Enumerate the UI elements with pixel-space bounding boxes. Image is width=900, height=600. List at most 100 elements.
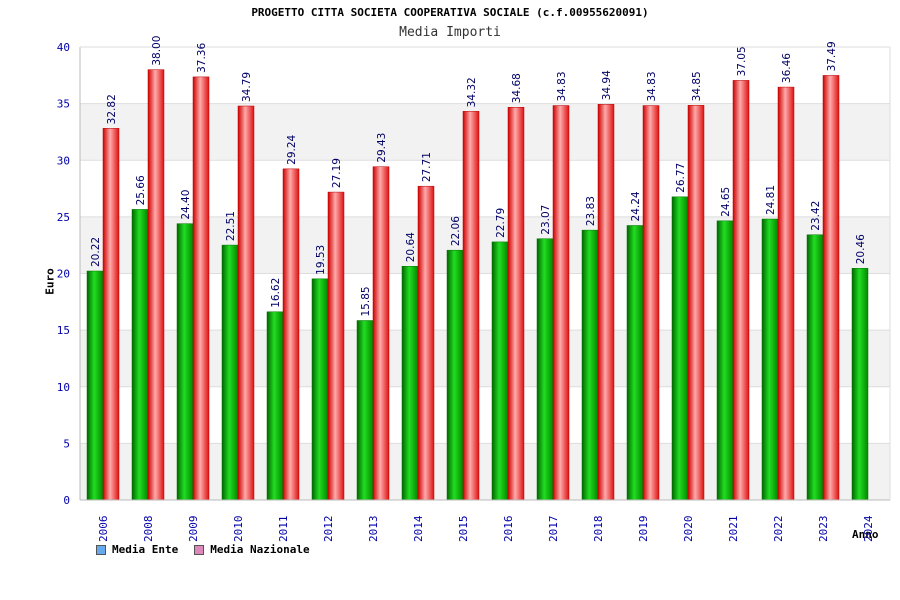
x-tick-label: 2006	[97, 516, 110, 543]
bar-media-nazionale	[102, 128, 120, 501]
bar-value-label: 29.24	[286, 134, 298, 164]
x-tick-label: 2020	[682, 516, 695, 543]
plot-band	[80, 443, 890, 500]
bar-value-label: 27.19	[331, 158, 343, 188]
bar-value-label: 23.83	[585, 196, 597, 226]
x-tick-label: 2009	[187, 516, 200, 543]
bar-media-nazionale	[552, 105, 570, 501]
bar-media-nazionale	[687, 105, 705, 501]
x-tick-label: 2011	[277, 516, 290, 543]
bar-value-label: 24.81	[765, 185, 777, 215]
x-tick-label: 2021	[727, 516, 740, 543]
bar-media-ente	[851, 268, 869, 501]
bar-value-label: 23.42	[810, 201, 822, 231]
bar-media-nazionale	[597, 104, 615, 501]
x-tick-label: 2013	[367, 516, 380, 543]
bar-value-label: 20.46	[855, 234, 867, 264]
bar-media-nazionale	[462, 111, 480, 501]
bar-media-nazionale	[822, 75, 840, 501]
bar-value-label: 19.53	[315, 245, 327, 275]
plot-band	[80, 216, 890, 274]
bar-value-label: 22.79	[495, 208, 507, 238]
bar-media-ente	[491, 241, 509, 501]
y-tick-label: 35	[57, 98, 70, 111]
bar-value-label: 34.32	[466, 77, 478, 107]
bar-media-nazionale	[732, 80, 750, 501]
bar-value-label: 24.65	[720, 187, 732, 217]
bar-media-nazionale	[777, 86, 795, 501]
plot-band	[80, 47, 890, 104]
bar-media-ente	[671, 196, 689, 501]
bar-value-label: 20.64	[405, 232, 417, 262]
plot-band	[80, 386, 890, 444]
x-tick-label: 2015	[457, 516, 470, 543]
legend-item-media-ente: Media Ente	[96, 543, 178, 556]
bar-value-label: 34.83	[646, 71, 658, 101]
bar-value-label: 29.43	[376, 133, 388, 163]
legend-label-media-nazionale: Media Nazionale	[210, 543, 310, 556]
chart-title: PROGETTO CITTA SOCIETA COOPERATIVA SOCIA…	[251, 6, 649, 19]
bar-media-nazionale	[417, 185, 435, 501]
bar-media-nazionale	[237, 105, 255, 501]
x-tick-label: 2012	[322, 516, 335, 543]
bar-media-ente	[626, 225, 644, 501]
bar-value-label: 20.22	[90, 237, 102, 267]
bar-value-label: 16.62	[270, 278, 282, 308]
legend-swatch-media-nazionale	[194, 544, 205, 555]
y-tick-label: 25	[57, 211, 70, 224]
bar-media-nazionale	[192, 76, 210, 501]
chart-subtitle: Media Importi	[399, 25, 501, 40]
bar-value-label: 22.06	[450, 216, 462, 246]
x-tick-label: 2008	[142, 516, 155, 543]
bar-value-label: 25.66	[135, 175, 147, 205]
bar-value-label: 34.94	[601, 70, 613, 100]
y-tick-label: 0	[63, 494, 70, 507]
y-tick-label: 10	[57, 381, 70, 394]
x-tick-label: 2010	[232, 516, 245, 543]
bar-media-ente	[761, 218, 779, 501]
chart-legend: Media Ente Media Nazionale	[96, 543, 310, 556]
bar-media-nazionale	[327, 191, 345, 501]
x-tick-label: 2023	[817, 516, 830, 543]
bar-media-nazionale	[372, 166, 390, 501]
bar-media-ente	[536, 238, 554, 501]
plot-band	[80, 103, 890, 161]
bar-media-nazionale	[642, 105, 660, 501]
bar-value-label: 37.49	[826, 41, 838, 71]
bar-media-ente	[131, 209, 149, 501]
bar-media-ente	[356, 320, 374, 501]
legend-item-media-nazionale: Media Nazionale	[194, 543, 310, 556]
bar-value-label: 26.77	[675, 163, 687, 193]
bar-media-ente	[311, 278, 329, 501]
x-tick-label: 2018	[592, 516, 605, 543]
y-tick-label: 20	[57, 268, 70, 281]
x-tick-label: 2019	[637, 516, 650, 543]
bar-media-ente	[446, 249, 464, 501]
bar-media-ente	[806, 234, 824, 501]
bar-media-ente	[581, 229, 599, 501]
bar-value-label: 24.40	[180, 190, 192, 220]
y-tick-label: 40	[57, 41, 70, 54]
x-axis-label: Anno	[852, 528, 879, 541]
bar-value-label: 27.71	[421, 152, 433, 182]
legend-swatch-media-ente	[96, 544, 106, 555]
bar-value-label: 38.00	[151, 36, 163, 66]
bar-value-label: 32.82	[106, 94, 118, 124]
bar-value-label: 34.83	[556, 71, 568, 101]
bar-media-nazionale	[282, 168, 300, 501]
plot-band	[80, 273, 890, 331]
bar-value-label: 37.05	[736, 46, 748, 76]
bar-value-label: 34.79	[241, 72, 253, 102]
bar-value-label: 37.36	[196, 43, 208, 73]
legend-label-media-ente: Media Ente	[112, 543, 179, 556]
bar-value-label: 24.24	[630, 191, 642, 221]
y-tick-label: 30	[57, 154, 70, 167]
bar-value-label: 36.46	[781, 53, 793, 83]
x-tick-label: 2017	[547, 516, 560, 543]
x-tick-label: 2024	[862, 515, 875, 542]
bar-media-nazionale	[507, 106, 525, 501]
bar-value-label: 34.85	[691, 71, 703, 101]
bar-media-ente	[86, 270, 104, 501]
plot-band	[80, 330, 890, 387]
